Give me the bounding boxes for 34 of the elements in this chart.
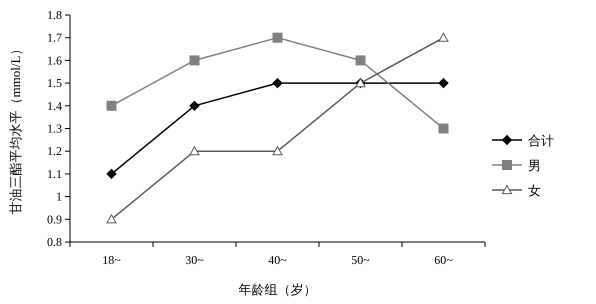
x-tick-label: 40~ bbox=[268, 253, 288, 267]
point bbox=[272, 78, 282, 88]
point bbox=[438, 32, 448, 42]
y-tick-label: 0.9 bbox=[47, 212, 62, 226]
x-tick-label: 50~ bbox=[351, 253, 370, 267]
x-tick-label: 30~ bbox=[185, 253, 204, 267]
point bbox=[106, 100, 116, 111]
point bbox=[438, 124, 448, 134]
y-tick-label: 0.8 bbox=[47, 235, 62, 249]
y-tick-label: 1.3 bbox=[47, 122, 62, 136]
y-tick-label: 1.4 bbox=[47, 98, 62, 113]
y-tick-label: 1.8 bbox=[47, 8, 62, 22]
point bbox=[190, 55, 200, 66]
point bbox=[272, 146, 282, 156]
point bbox=[106, 214, 116, 224]
y-tick-label: 1 bbox=[56, 190, 62, 204]
point bbox=[438, 78, 448, 88]
y-tick-label: 1.7 bbox=[47, 30, 62, 45]
y-tick-label: 1.2 bbox=[47, 144, 62, 158]
point bbox=[190, 146, 200, 156]
legend-label: 女 bbox=[528, 183, 541, 198]
legend-label: 男 bbox=[528, 158, 541, 173]
point bbox=[190, 100, 200, 111]
x-tick-label: 18~ bbox=[102, 253, 122, 267]
y-tick-label: 1.5 bbox=[47, 76, 62, 90]
y-tick-label: 1.6 bbox=[47, 53, 62, 68]
x-axis-title: 年龄组（岁） bbox=[238, 282, 316, 297]
x-tick-label: 60~ bbox=[434, 253, 454, 267]
point bbox=[106, 168, 116, 179]
point bbox=[356, 55, 366, 66]
y-tick-label: 1.1 bbox=[47, 166, 62, 181]
y-axis-title: 甘油三酯平均水平（mmol/L） bbox=[8, 42, 23, 214]
point bbox=[272, 32, 282, 43]
legend-label: 合计 bbox=[528, 133, 554, 148]
